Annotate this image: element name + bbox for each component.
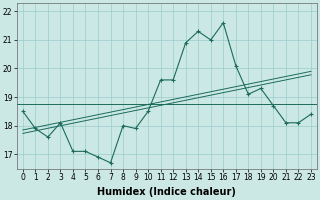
X-axis label: Humidex (Indice chaleur): Humidex (Indice chaleur) — [98, 187, 236, 197]
